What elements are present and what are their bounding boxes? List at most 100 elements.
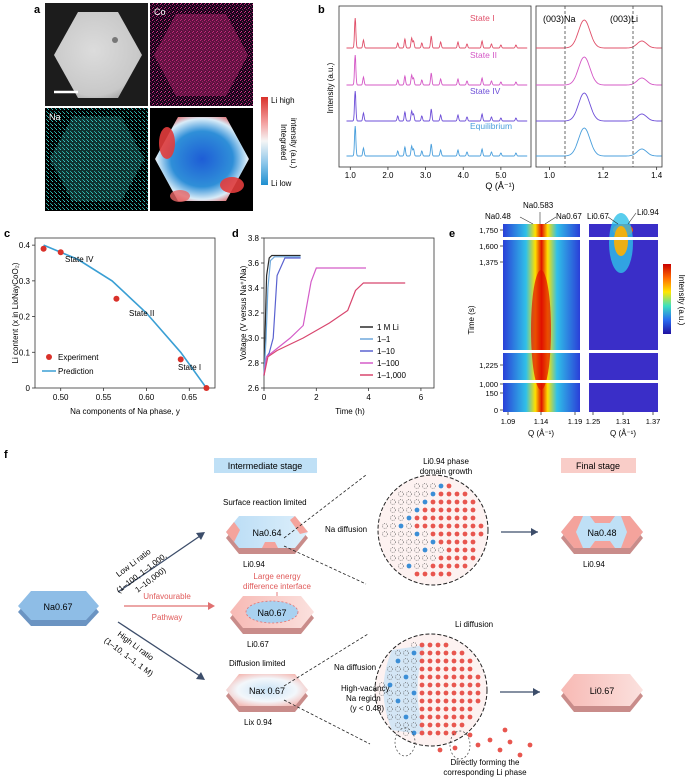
e-ytick-5: 1,600 xyxy=(479,242,498,251)
e-ytick-3: 1,225 xyxy=(479,361,498,370)
legend-experiment: Experiment xyxy=(58,353,99,362)
c-prediction-line xyxy=(43,244,208,389)
state-iv-label: State IV xyxy=(65,255,94,264)
e-top-li067: Li0.67 xyxy=(587,212,609,221)
hex-li094-top: Li0.94 xyxy=(243,560,265,569)
phase-growth-2: domain growth xyxy=(420,467,472,476)
e-ytick-6: 1,750 xyxy=(479,226,498,235)
b-xtick-1: 2.0 xyxy=(382,171,394,180)
d-legend-2: 1–10 xyxy=(377,347,395,356)
high-vacancy-2: Na region xyxy=(346,694,381,703)
b-zoom-series-3 xyxy=(536,127,662,157)
hex-final-bottom xyxy=(561,674,643,712)
peak-na-label: (003)Na xyxy=(543,14,576,24)
panel-c: c Li content (x in LixNayCoO₂) Na compon… xyxy=(4,228,216,416)
hex-na064: Na0.64 xyxy=(252,528,281,538)
high-vacancy-3: (y < 0.48) xyxy=(350,704,384,713)
hex-diffusion-limited xyxy=(226,674,308,712)
colorbar-li-high: Li high xyxy=(271,96,295,105)
e-xtick-r-0: 1.25 xyxy=(586,417,601,426)
hex-surface-limited xyxy=(226,516,308,554)
d-legend-3: 1–100 xyxy=(377,359,400,368)
d-legend-0: 1 M Li xyxy=(377,323,399,332)
b-legend-2: State IV xyxy=(470,86,501,96)
phase-growth-1: Li0.94 phase xyxy=(423,457,469,466)
c-ytick-1: 0.1 xyxy=(19,348,31,357)
panel-b: b Intensity (a.u.) (003)Na (003)Li 1.0 2.… xyxy=(318,4,663,191)
e-top-li094: Li0.94 xyxy=(637,208,659,217)
d-plot: 0 2 4 6 2.6 2.8 3.0 3.2 3.4 3.6 3.8 xyxy=(248,234,424,402)
e-xtick-r-1: 1.31 xyxy=(616,417,631,426)
d-ytick-0: 2.6 xyxy=(248,384,260,393)
d-series-4 xyxy=(263,282,406,376)
pathway: Pathway xyxy=(152,613,183,622)
na-diffusion-bottom: Na diffusion xyxy=(334,663,376,672)
hex-na048: Na0.48 xyxy=(587,528,616,538)
d-legend-1: 1–1 xyxy=(377,335,391,344)
panel-a: a Co Na Li high Li low Integrated intens… xyxy=(34,3,298,211)
c-point-4 xyxy=(203,385,210,391)
large-energy-2: difference interface xyxy=(243,582,311,591)
co-label: Co xyxy=(154,7,166,17)
e-xtick-l-0: 1.09 xyxy=(501,417,516,426)
eds-na-map xyxy=(45,108,148,211)
state-i-label: State I xyxy=(178,363,201,372)
b-legend-3: Equilibrium xyxy=(470,121,512,131)
c-ylabel: Li content (x in LixNayCoO₂) xyxy=(11,262,20,363)
b-legend-1: State II xyxy=(470,50,497,60)
e-top-na048: Na0.48 xyxy=(485,212,511,221)
b-xtick-0: 1.0 xyxy=(345,171,357,180)
e-xlabel-left: Q (Å⁻¹) xyxy=(528,429,554,438)
hex-final-top xyxy=(561,516,643,554)
panel-letter-b: b xyxy=(318,4,325,16)
c-xtick-3: 0.65 xyxy=(181,393,197,402)
b-ylabel: Intensity (a.u.) xyxy=(326,62,335,113)
c-point-0 xyxy=(40,245,47,252)
d-series-0 xyxy=(263,254,301,376)
e-ytick-2: 1,000 xyxy=(479,380,498,389)
gray-particle xyxy=(54,12,142,98)
peak-li-label: (003)Li xyxy=(610,14,638,24)
large-energy-1: Large energy xyxy=(253,572,300,581)
na-label: Na xyxy=(49,112,61,122)
unfavourable: Unfavourable xyxy=(143,592,191,601)
panel-letter-e: e xyxy=(449,228,455,240)
directly-forming-2: corresponding Li phase xyxy=(443,768,527,777)
eds-co-map xyxy=(150,3,253,106)
d-legend: 1 M Li 1–1 1–10 1–100 1–1,000 xyxy=(360,323,406,380)
li-colorbar xyxy=(261,97,268,185)
b-left-plot xyxy=(346,17,528,157)
c-ytick-0: 0 xyxy=(26,384,31,393)
e-ylabel: Time (s) xyxy=(467,305,476,334)
panel-f: f Intermediate stage Final stage Li0.94 … xyxy=(4,449,643,777)
d-xtick-3: 6 xyxy=(419,393,424,402)
c-plot: 0.50 0.55 0.60 0.65 0 0.1 0.2 0.3 0.4 xyxy=(19,241,210,402)
b-series-2 xyxy=(346,90,528,122)
e-xlabel-right: Q (Å⁻¹) xyxy=(610,429,636,438)
hex-li067-final: Li0.67 xyxy=(590,686,615,696)
b-zoom-series-2 xyxy=(536,92,662,122)
c-xlabel: Na components of Na phase, y xyxy=(70,407,180,416)
b-xtick-2: 3.0 xyxy=(420,171,432,180)
e-ytick-1: 150 xyxy=(485,389,498,398)
directly-forming-1: Directly forming the xyxy=(451,758,520,767)
b-xtick-3: 4.0 xyxy=(458,171,470,180)
panel-letter-a: a xyxy=(34,4,41,16)
intermediate-stage-box xyxy=(214,458,317,473)
intermediate-stage: Intermediate stage xyxy=(228,461,303,471)
c-ytick-2: 0.2 xyxy=(19,313,31,322)
e-xtick-l-2: 1.19 xyxy=(568,417,583,426)
e-top-na0583: Na0.583 xyxy=(523,201,554,210)
d-ytick-6: 3.8 xyxy=(248,234,260,243)
c-xtick-1: 0.55 xyxy=(96,393,112,402)
e-ytick-4: 1,375 xyxy=(479,258,498,267)
panel-d: d Voltage (V versus Na⁺/Na) Time (h) 0 2 4… xyxy=(232,228,435,416)
d-ytick-3: 3.2 xyxy=(248,309,260,318)
e-xtick-r-2: 1.37 xyxy=(646,417,661,426)
e-colorbar xyxy=(663,264,671,334)
b-xtick-r-2: 1.4 xyxy=(651,171,663,180)
e-ytick-0: 0 xyxy=(494,406,498,415)
d-series-1 xyxy=(263,256,301,376)
